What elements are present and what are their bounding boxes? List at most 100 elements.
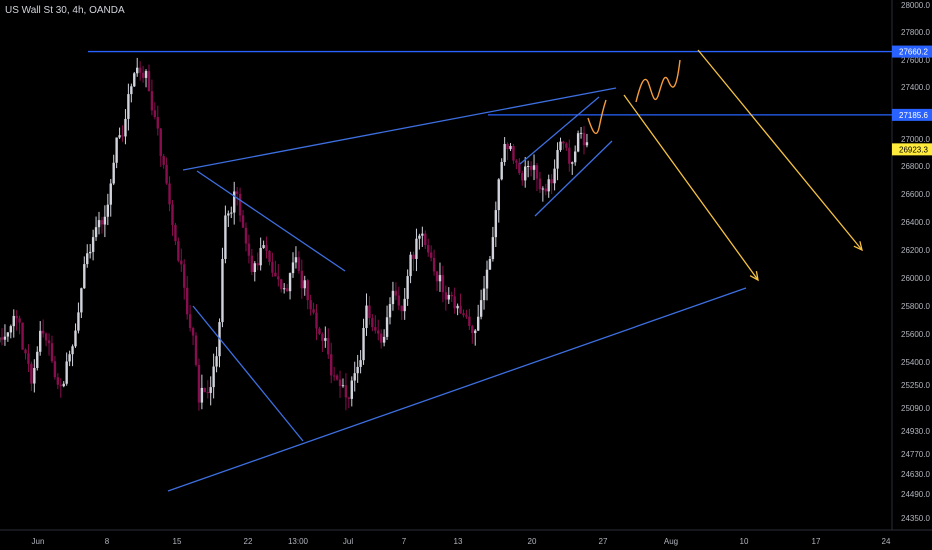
candle-body — [553, 168, 556, 184]
candle-body — [562, 141, 565, 144]
price-label: 27185.6 — [899, 111, 928, 120]
candle-body — [521, 172, 524, 181]
candle-body — [365, 305, 368, 328]
candle-body — [306, 280, 309, 301]
y-tick-label: 24350.0 — [901, 514, 930, 523]
x-tick-label: 7 — [402, 537, 407, 546]
candle-body — [497, 179, 500, 211]
x-tick-label: 13:00 — [288, 537, 309, 546]
candle-body — [97, 220, 101, 228]
candle-body — [221, 258, 224, 323]
candle-body — [388, 304, 392, 318]
candle-body — [36, 351, 39, 368]
candle-body — [394, 290, 398, 296]
candle-body — [100, 220, 104, 225]
x-tick-label: 13 — [454, 537, 463, 546]
candle-body — [450, 294, 453, 297]
candle-body — [406, 276, 409, 299]
candle-body — [338, 379, 342, 386]
y-tick-label: 27000.0 — [901, 135, 930, 144]
trend-line — [196, 170, 346, 272]
candle-body — [241, 215, 245, 228]
candle-body — [368, 305, 371, 319]
candle-body — [515, 160, 518, 163]
candle-body — [209, 387, 212, 393]
candle-body — [215, 356, 218, 367]
candle-body — [500, 161, 503, 180]
candle-body — [362, 327, 365, 361]
candle-body — [127, 94, 130, 119]
candle-body — [118, 135, 121, 138]
candle-body — [288, 273, 292, 292]
candle-body — [6, 332, 10, 337]
candle-body — [121, 135, 124, 137]
candle-body — [344, 385, 348, 398]
candle-body — [468, 316, 471, 326]
candle-body — [247, 243, 251, 256]
candle-body — [180, 260, 183, 265]
candle-body — [532, 165, 536, 170]
candle-body — [94, 227, 98, 238]
candle-body — [168, 183, 171, 205]
trend-line — [519, 96, 600, 165]
trend-line — [534, 140, 613, 217]
candle-body — [471, 325, 474, 334]
candle-body — [115, 137, 118, 163]
candle-body — [312, 309, 315, 313]
candle-body — [203, 387, 207, 393]
candle-body — [271, 261, 274, 273]
candle-body — [356, 366, 359, 374]
candle-body — [41, 330, 45, 334]
candle-body — [15, 315, 18, 319]
candle-body — [579, 132, 583, 134]
candle-body — [573, 151, 577, 163]
candle-body — [544, 188, 547, 192]
candle-body — [136, 67, 139, 74]
y-tick-label: 27400.0 — [901, 83, 930, 92]
candle-body — [526, 165, 530, 167]
candle-body — [147, 71, 151, 92]
candle-body — [309, 300, 312, 310]
candle-body — [303, 280, 306, 289]
candle-body — [88, 251, 92, 254]
candle-body — [371, 318, 374, 328]
projected-wave — [587, 99, 607, 134]
candle-body — [77, 312, 80, 331]
candle-body — [238, 193, 242, 216]
candle-body — [435, 271, 439, 282]
candle-body — [538, 178, 542, 190]
candle-body — [71, 346, 74, 355]
candle-body — [418, 235, 421, 239]
candle-body — [165, 164, 168, 184]
candle-body — [177, 241, 180, 261]
candle-body — [162, 156, 165, 165]
candle-body — [321, 333, 324, 341]
candle-body — [582, 132, 586, 146]
candle-body — [53, 361, 57, 378]
y-tick-label: 24930.0 — [901, 427, 930, 436]
candle-body — [33, 367, 36, 384]
y-tick-label: 25250.0 — [901, 381, 930, 390]
candle-body — [253, 263, 256, 272]
y-tick-label: 26400.0 — [901, 218, 930, 227]
candle-body — [12, 315, 15, 327]
candle-body — [282, 288, 286, 290]
candle-body — [3, 336, 7, 340]
candle-body — [206, 392, 209, 394]
price-label-bg — [892, 143, 932, 156]
y-tick-label: 26000.0 — [901, 274, 930, 283]
candle-body — [83, 264, 86, 289]
candle-body — [44, 333, 48, 341]
candle-body — [9, 326, 13, 333]
candle-body — [230, 212, 233, 214]
candle-body — [474, 330, 477, 334]
candle-body — [259, 247, 262, 266]
candle-body — [494, 210, 498, 238]
y-tick-label: 27600.0 — [901, 56, 930, 65]
candle-body — [482, 288, 486, 301]
candle-body — [409, 254, 412, 277]
candle-body — [297, 257, 301, 271]
candle-body — [262, 245, 265, 248]
candle-body — [476, 316, 480, 331]
